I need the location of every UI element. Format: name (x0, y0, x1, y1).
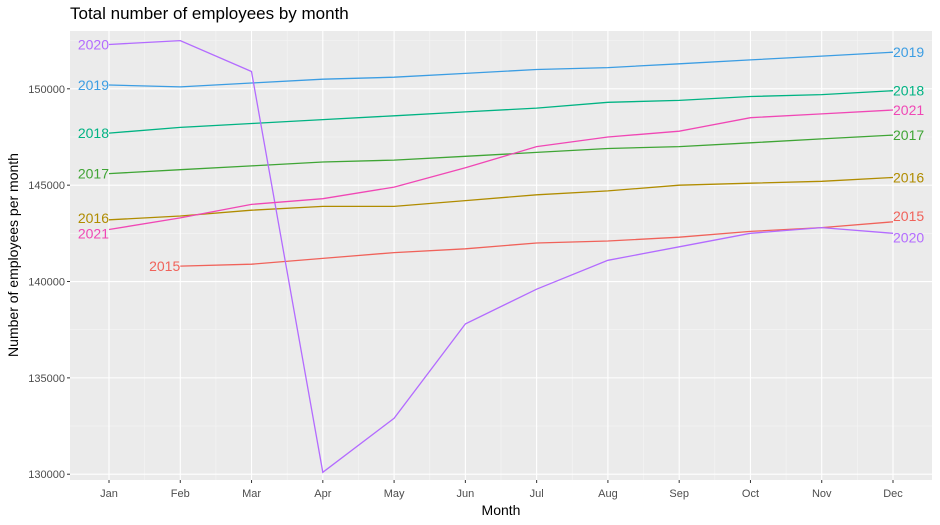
x-tick-label: Sep (669, 488, 689, 500)
x-tick-label: Nov (812, 488, 832, 500)
series-label-end-2019: 2019 (893, 44, 924, 60)
x-tick-label: Mar (242, 488, 261, 500)
x-axis-label: Month (482, 502, 521, 518)
series-label-start-2017: 2017 (78, 166, 109, 182)
x-tick-label: Jun (456, 488, 474, 500)
y-axis-label: Number of employees per month (5, 153, 21, 357)
series-label-end-2017: 2017 (893, 127, 924, 143)
series-label-end-2015: 2015 (893, 208, 924, 224)
series-line-2016 (108, 176, 894, 221)
y-tick-label: 145000 (28, 180, 65, 192)
series-label-end-2020: 2020 (893, 229, 924, 245)
series-line-2019 (108, 51, 894, 88)
y-tick-label: 140000 (28, 277, 65, 289)
series-line-2018 (108, 90, 894, 134)
x-tick-label: Apr (314, 488, 331, 500)
grid-minor (70, 31, 932, 480)
series-line-2020 (108, 39, 894, 474)
grid-major (70, 31, 932, 480)
series-line-2017 (108, 134, 894, 175)
x-tick-label: Dec (883, 488, 903, 500)
series-label-end-2016: 2016 (893, 169, 924, 185)
series-line-2015 (180, 221, 894, 267)
series-label-start-2020: 2020 (78, 36, 109, 52)
series-label-end-2021: 2021 (893, 102, 924, 118)
x-tick-label: Aug (598, 488, 618, 500)
y-tick-label: 150000 (28, 84, 65, 96)
series-label-start-2018: 2018 (78, 125, 109, 141)
series-line-2021 (108, 109, 894, 231)
chart-title: Total number of employees by month (70, 4, 349, 23)
series-label-start-2021: 2021 (78, 225, 109, 241)
x-tick-label: Jul (530, 488, 544, 500)
y-tick-label: 130000 (28, 469, 65, 481)
x-tick-label: May (384, 488, 405, 500)
series-label-start-2019: 2019 (78, 77, 109, 93)
series-label-start-2016: 2016 (78, 210, 109, 226)
x-tick-label: Feb (171, 488, 190, 500)
series-labels: 2015 2015 2016 2016 2017 2017 2018 2018 2019 2019… (78, 36, 925, 274)
x-axis: Jan Feb Mar Apr May Jun Jul Aug Sep Oct Nov Dec (100, 480, 903, 500)
y-tick-label: 135000 (28, 373, 65, 385)
x-tick-label: Jan (100, 488, 118, 500)
y-axis: 130000 135000 140000 145000 150000 (28, 84, 70, 481)
series-label-end-2018: 2018 (893, 83, 924, 99)
x-tick-label: Oct (742, 488, 759, 500)
series-lines (108, 39, 894, 474)
series-label-start-2015: 2015 (149, 258, 180, 274)
